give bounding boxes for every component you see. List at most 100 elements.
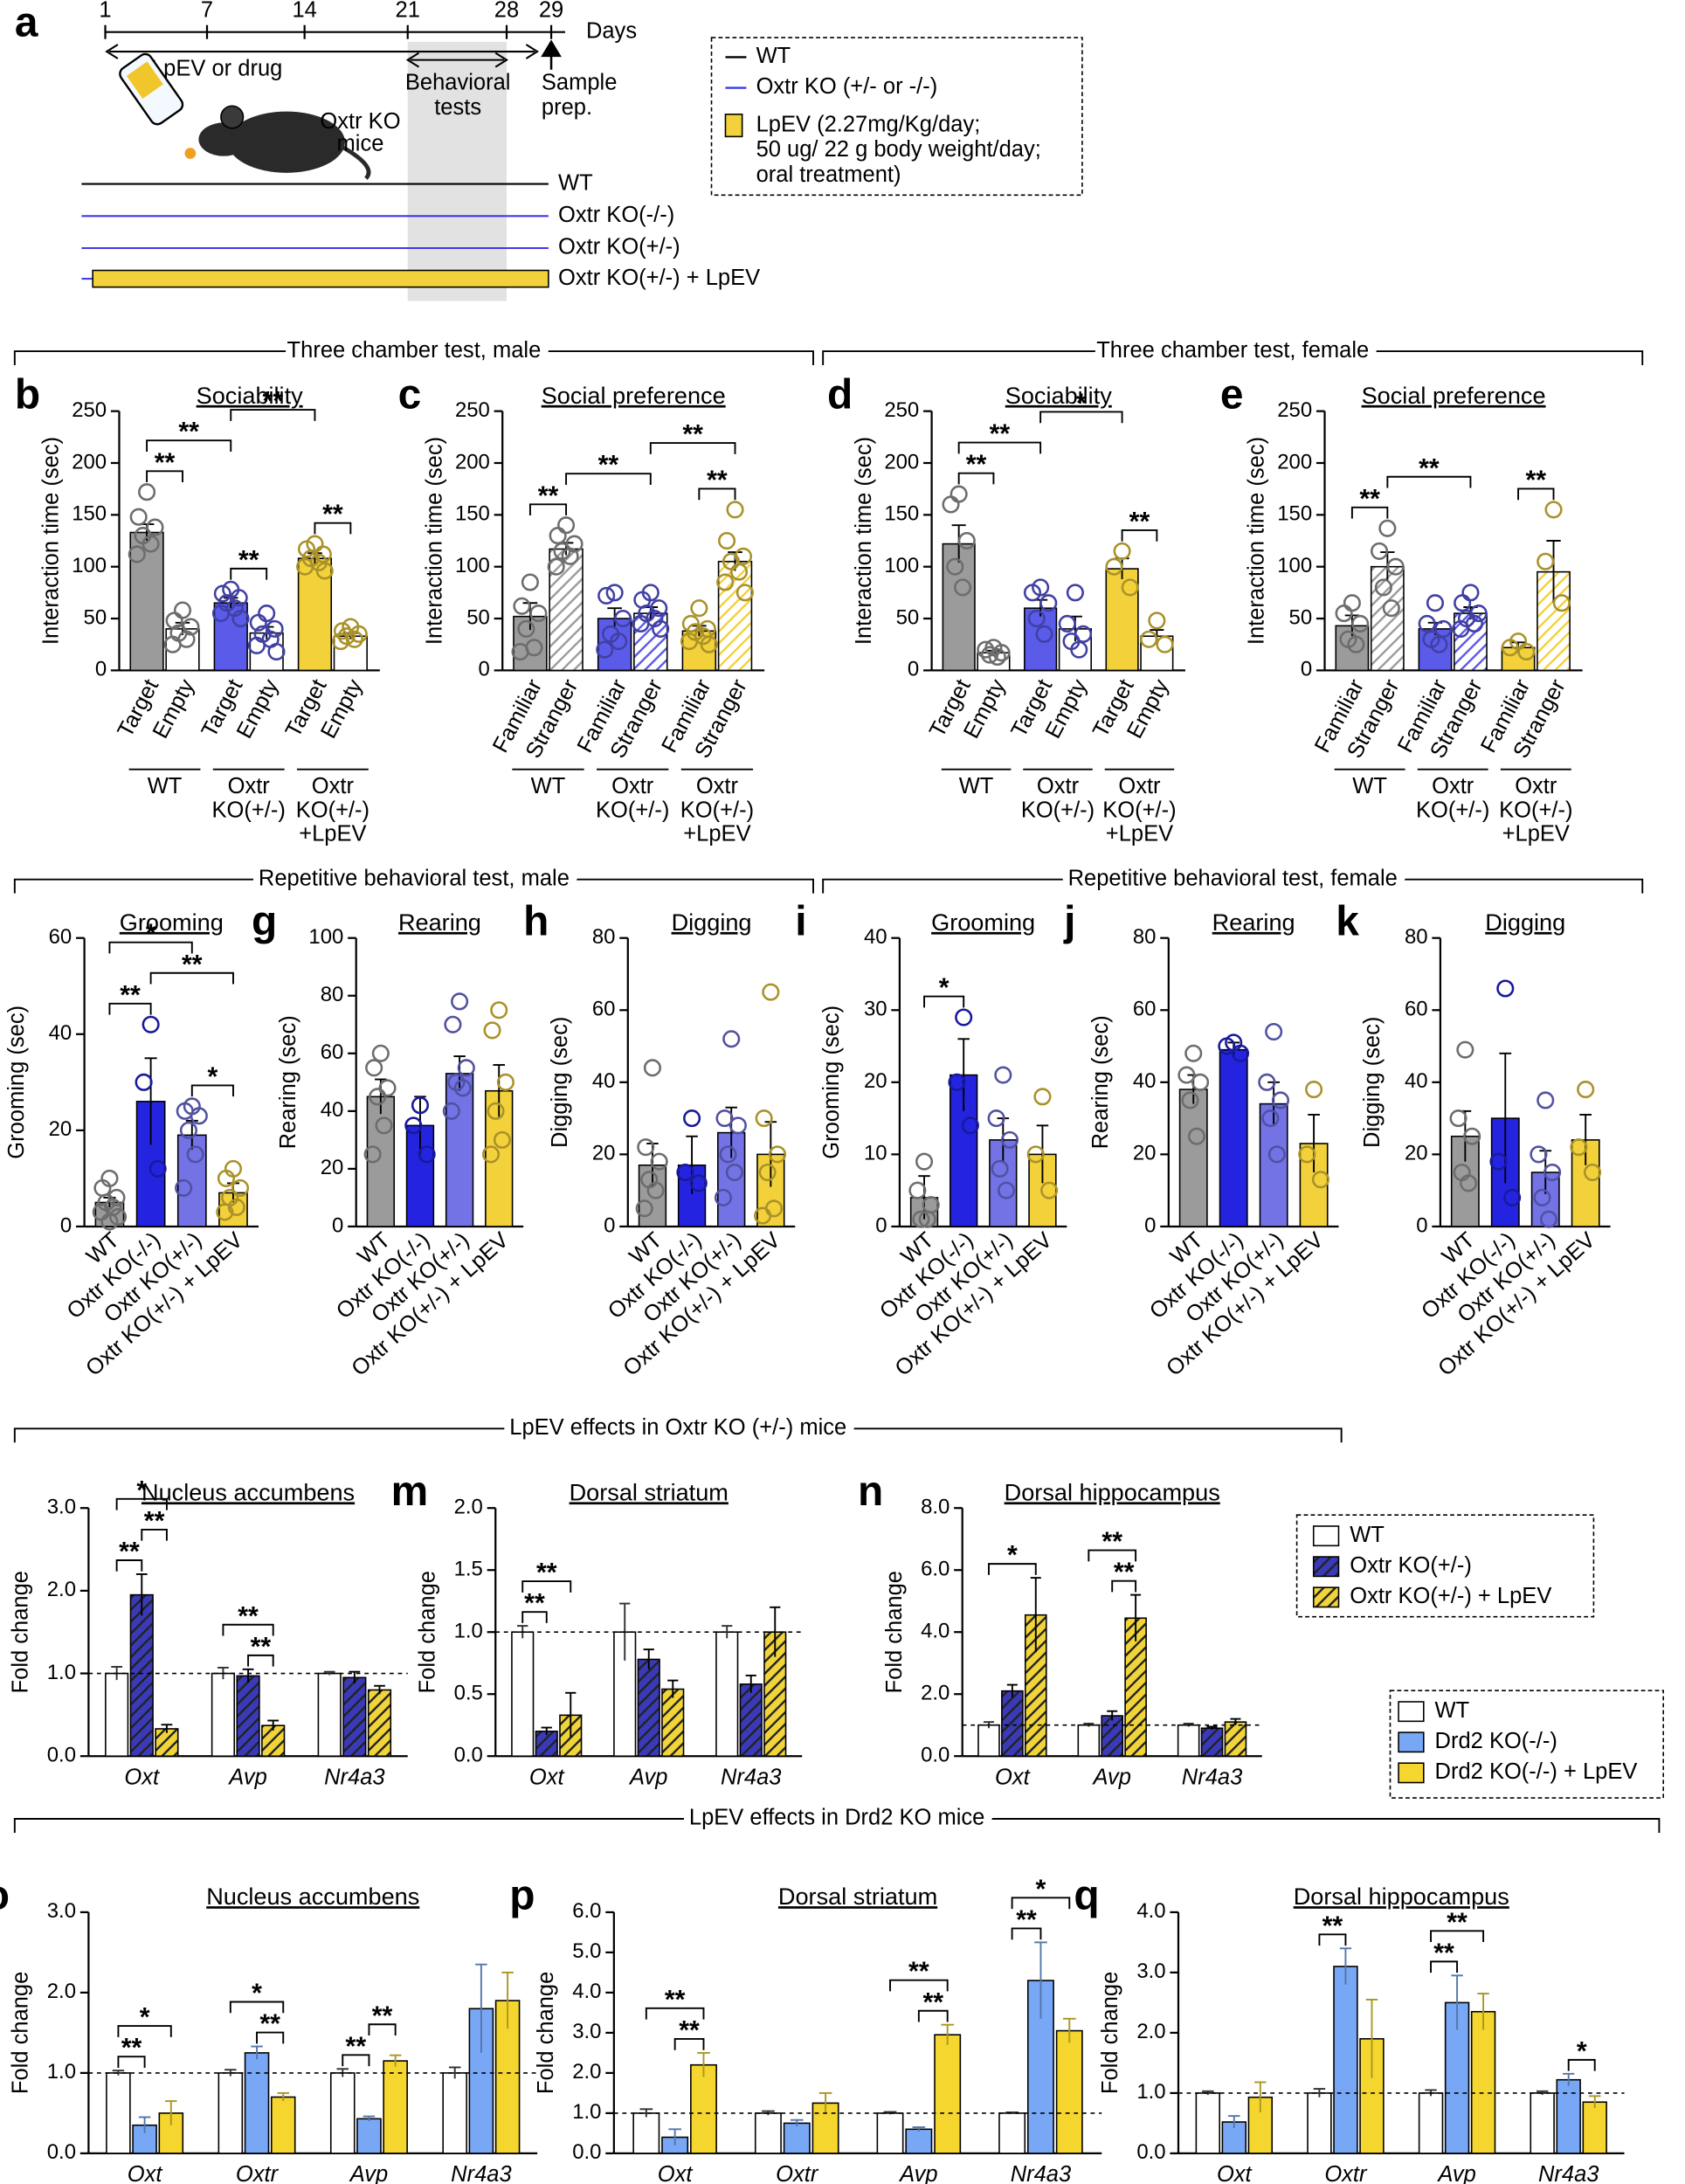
y-tick-label: 0.0 <box>1136 2140 1165 2164</box>
y-tick-label: 80 <box>1405 925 1428 949</box>
data-point <box>912 1210 930 1228</box>
data-point <box>994 1066 1012 1084</box>
y-tick-label: 0.0 <box>572 2140 601 2164</box>
y-tick-label: 0.0 <box>47 1744 76 1767</box>
data-point <box>650 1152 668 1171</box>
significance-label: * <box>146 920 156 949</box>
significance-label: ** <box>990 420 1011 449</box>
significance-bracket <box>521 1611 548 1623</box>
significance-label: ** <box>144 1507 165 1536</box>
group-label: +LpEV <box>1106 821 1173 846</box>
data-point <box>135 1073 153 1091</box>
significance-bracket <box>108 941 193 954</box>
panel-label: b <box>15 371 40 418</box>
tests-label: tests <box>434 95 481 120</box>
bar <box>1470 2010 1496 2154</box>
y-tick-label: 200 <box>884 450 919 473</box>
significance-label: ** <box>1419 454 1440 483</box>
bar <box>442 2072 467 2154</box>
data-point <box>231 1178 250 1197</box>
data-point <box>146 518 164 536</box>
y-tick-label: 1.0 <box>572 2100 601 2124</box>
y-tick-label: 0 <box>479 658 490 681</box>
significance-label: * <box>136 1476 147 1505</box>
data-point <box>1537 552 1555 570</box>
significance-label: ** <box>538 481 559 510</box>
y-tick-label: 0 <box>60 1213 72 1237</box>
data-point <box>1113 542 1131 560</box>
group-label: KO(+/-) <box>1102 798 1176 822</box>
data-point <box>315 562 334 580</box>
significance-bracket <box>115 1559 143 1572</box>
y-axis-label: Digging (sec) <box>1360 1017 1385 1148</box>
significance-bracket <box>923 995 965 1008</box>
y-tick-label: 40 <box>864 925 887 949</box>
group-label: KO(+/-) <box>680 798 754 822</box>
significance-label: ** <box>1016 1905 1037 1934</box>
data-point <box>1539 1210 1558 1228</box>
data-point <box>918 1210 936 1228</box>
data-point <box>1218 1037 1236 1055</box>
significance-label: ** <box>155 448 176 477</box>
bar <box>106 2072 131 2154</box>
y-tick-label: 3.0 <box>47 1899 76 1923</box>
significance-label: ** <box>121 2034 142 2063</box>
significance-label: ** <box>322 501 343 529</box>
y-tick-label: 1.5 <box>454 1558 483 1581</box>
significance-bracket <box>117 2056 146 2068</box>
y-tick-label: 100 <box>1277 554 1312 577</box>
data-point <box>493 1130 511 1149</box>
y-tick-label: 1.0 <box>47 1661 76 1684</box>
data-point <box>217 1169 235 1187</box>
significance-label: ** <box>908 1958 929 1987</box>
y-tick-label: 200 <box>455 450 490 473</box>
group-bar <box>92 269 549 288</box>
y-tick-label: 250 <box>884 398 919 422</box>
data-point <box>547 557 565 576</box>
y-tick-label: 40 <box>592 1069 616 1093</box>
data-point <box>411 1096 430 1115</box>
panel-label: c <box>398 371 422 418</box>
x-tick-label: Oxt <box>529 1765 565 1789</box>
data-point <box>1434 619 1453 638</box>
y-tick-label: 20 <box>864 1069 887 1093</box>
y-tick-label: 150 <box>1277 502 1312 526</box>
data-point <box>211 605 231 623</box>
data-point <box>1460 1174 1478 1192</box>
group-label: +LpEV <box>299 821 366 846</box>
legend-label: WT <box>1350 1523 1385 1547</box>
data-point <box>1023 584 1042 602</box>
data-point <box>961 1116 979 1135</box>
y-tick-label: 3.0 <box>1136 1959 1165 1983</box>
significance-label: ** <box>238 1602 259 1631</box>
data-point <box>1530 1145 1548 1164</box>
data-point <box>1583 1163 1602 1182</box>
bar <box>754 2112 782 2154</box>
data-point <box>680 632 699 651</box>
y-axis-label: Interaction time (sec) <box>852 437 876 645</box>
bar <box>661 1688 685 1758</box>
y-tick-label: 100 <box>455 554 490 577</box>
y-tick-label: 60 <box>321 1040 344 1064</box>
data-point <box>987 1109 1005 1128</box>
panel-title: Sociability <box>197 382 303 409</box>
y-tick-label: 250 <box>72 398 107 422</box>
y-tick-label: 2.0 <box>454 1496 483 1519</box>
bar <box>129 1593 154 1758</box>
y-tick-label: 4.0 <box>921 1620 950 1643</box>
legend-swatch <box>1398 1731 1425 1753</box>
bar <box>977 1724 1000 1758</box>
panel-title: Dorsal hippocampus <box>1005 1478 1220 1505</box>
bar <box>998 2112 1026 2154</box>
x-tick-label: Avp <box>1436 2162 1476 2184</box>
significance-label: * <box>1076 389 1087 418</box>
y-tick-label: 80 <box>1133 925 1157 949</box>
y-axis-label: Fold change <box>882 1571 907 1693</box>
significance-label: ** <box>665 1986 686 2015</box>
bar <box>1195 2092 1220 2154</box>
y-tick-label: 200 <box>72 450 107 473</box>
panel-label: k <box>1336 898 1359 944</box>
significance-bracket <box>1121 529 1158 542</box>
y-tick-label: 20 <box>1133 1142 1157 1165</box>
y-tick-label: 40 <box>49 1021 73 1045</box>
